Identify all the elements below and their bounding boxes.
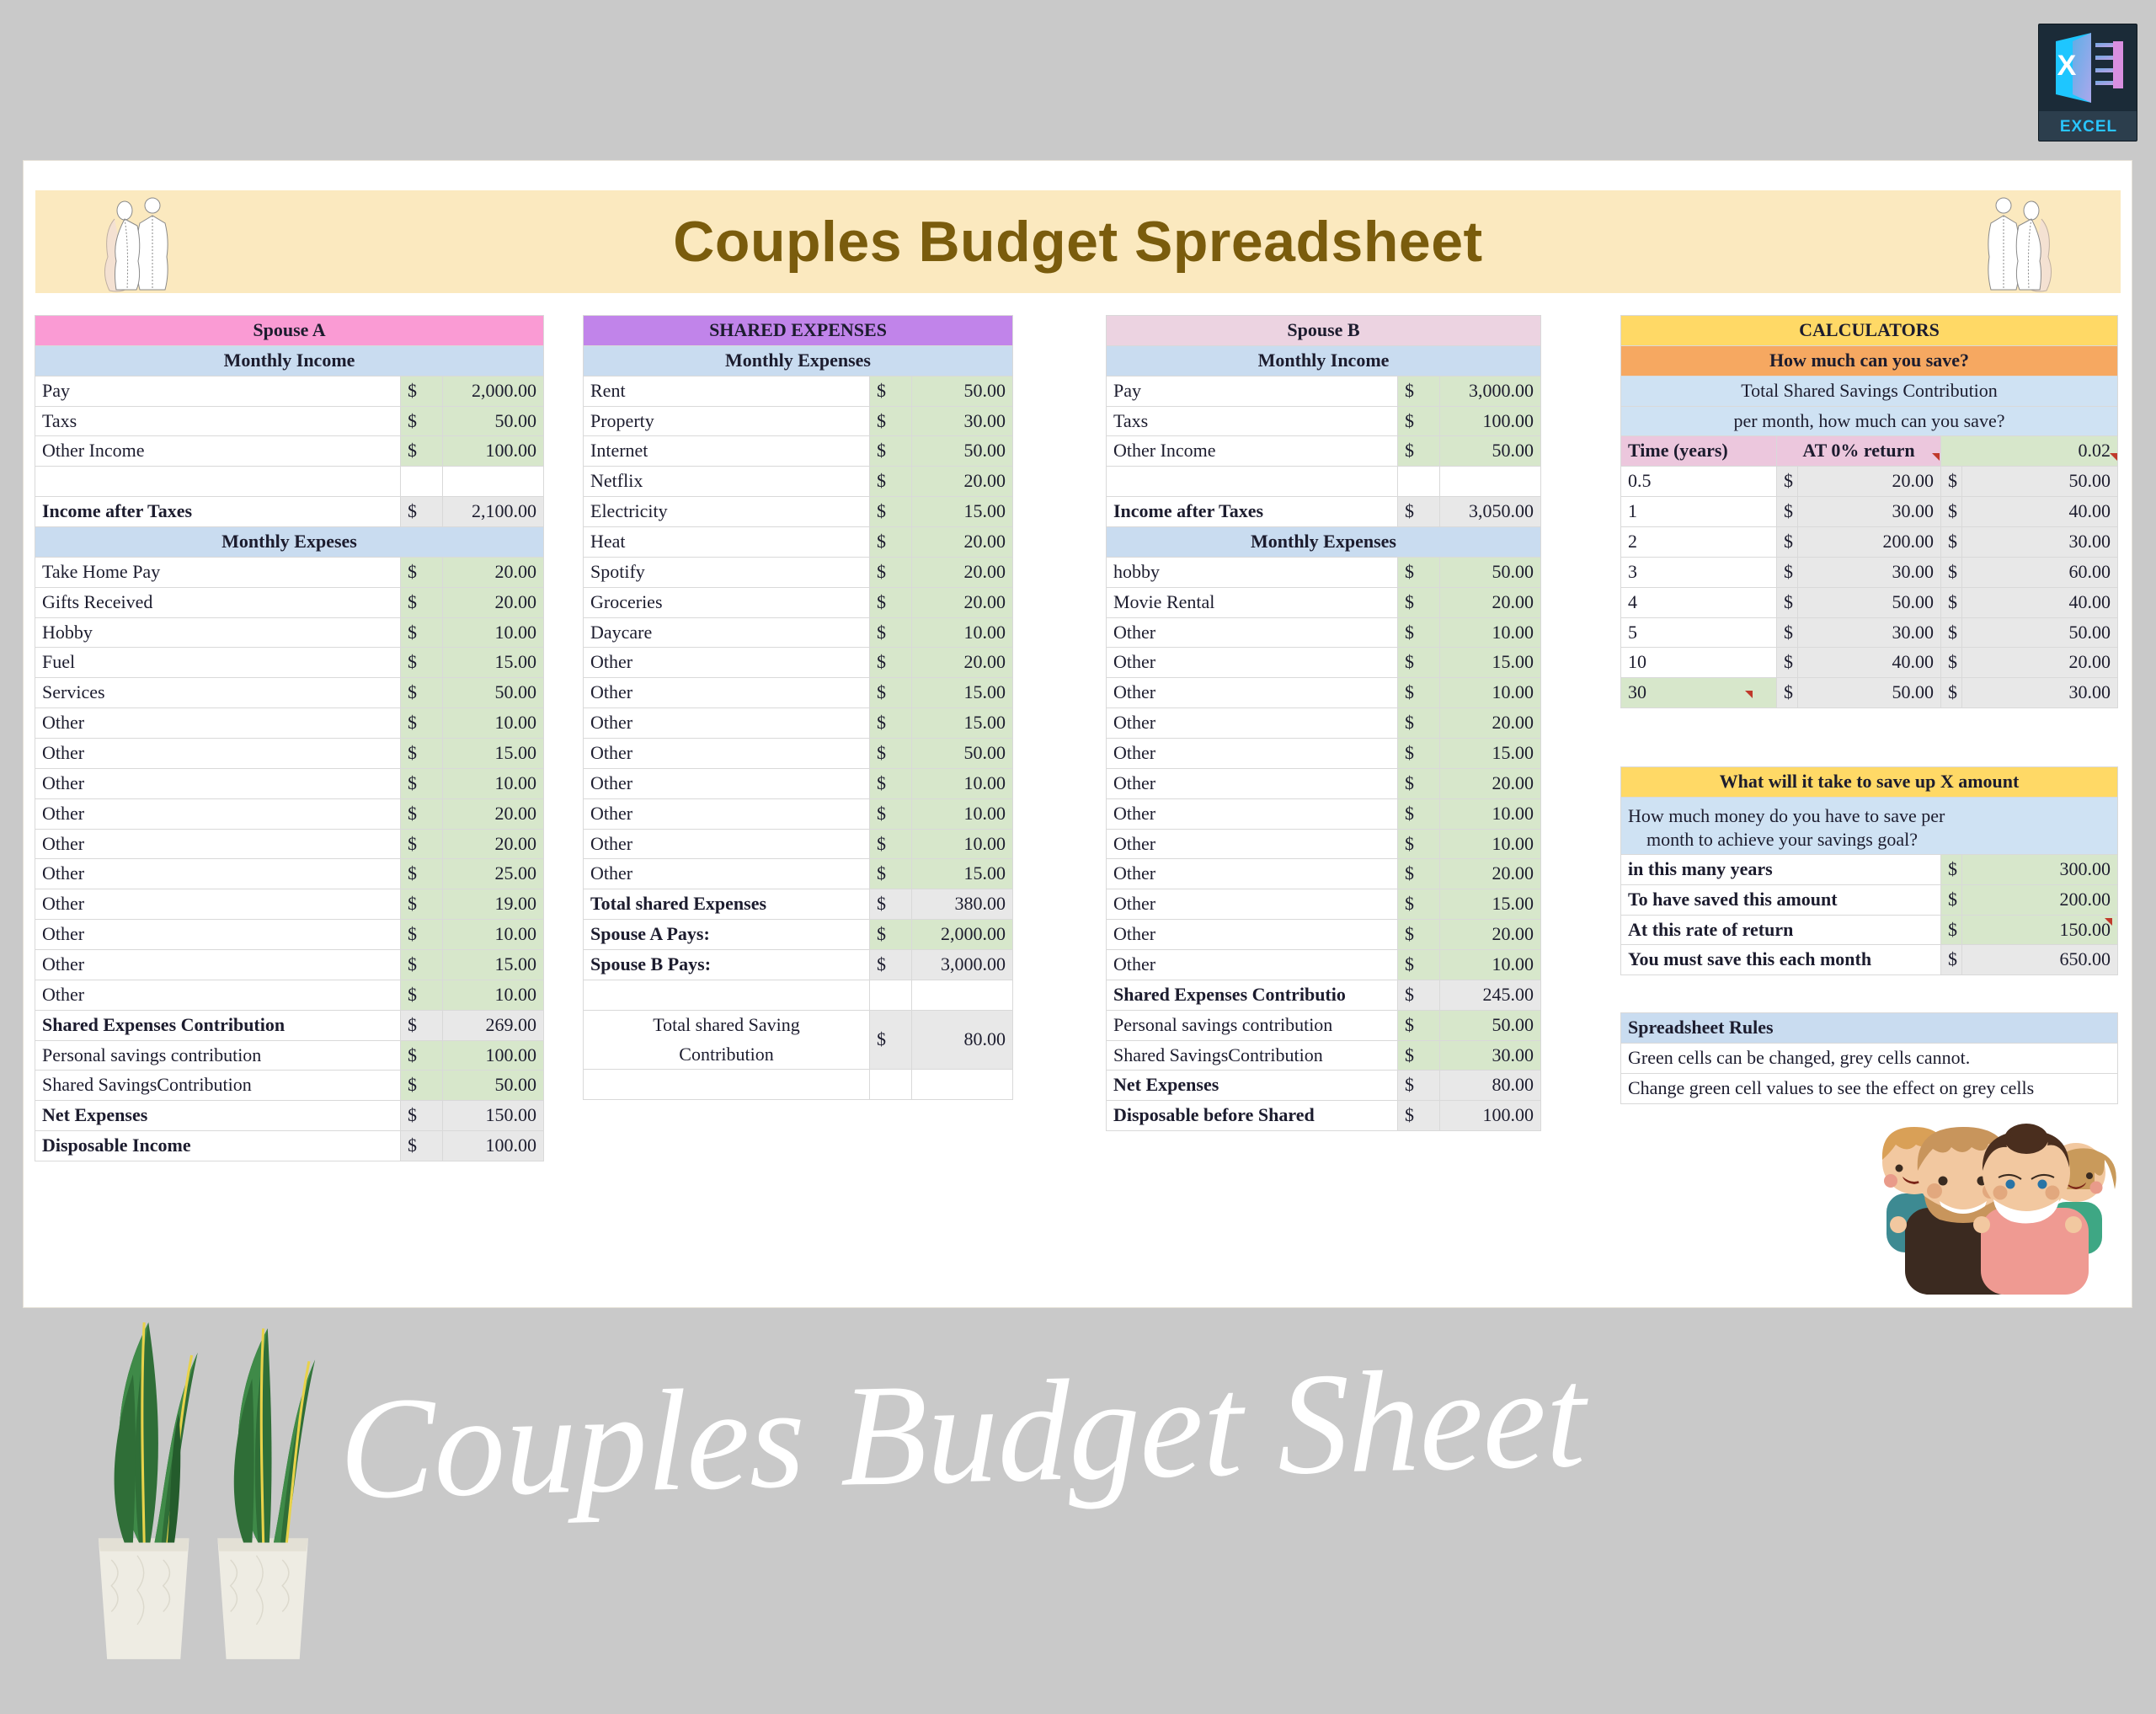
svg-text:X: X	[2057, 50, 2077, 82]
